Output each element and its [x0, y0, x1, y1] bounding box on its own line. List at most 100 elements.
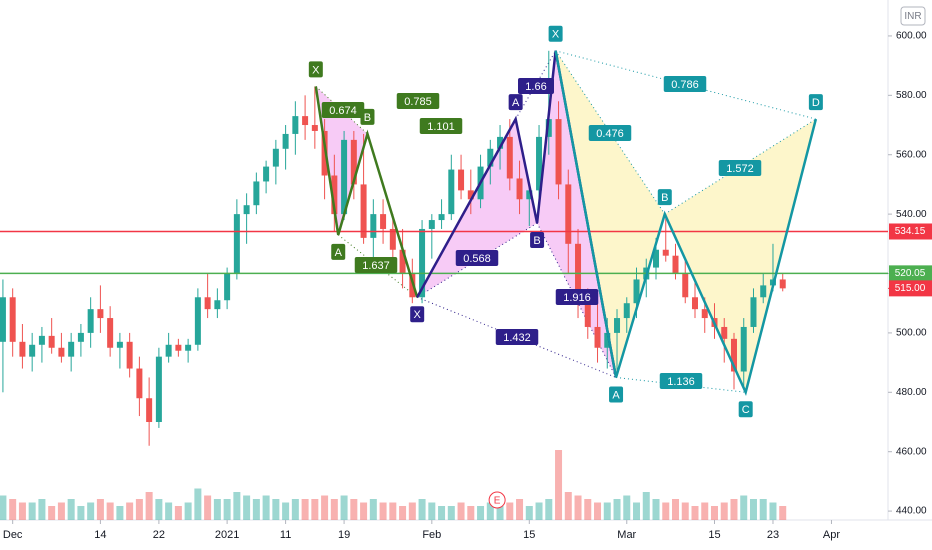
- point-box: [360, 108, 375, 125]
- candle-body: [555, 119, 562, 185]
- volume-bar: [584, 499, 592, 520]
- point-label: B: [661, 192, 668, 204]
- volume-bar: [769, 502, 777, 520]
- volume-bar: [555, 450, 563, 520]
- candle-body: [29, 344, 36, 357]
- candle-body: [691, 297, 698, 310]
- y-tick-label: 460.00: [896, 446, 927, 457]
- candle-body: [380, 214, 387, 229]
- volume-bar: [262, 495, 270, 520]
- volume-bar: [779, 506, 787, 520]
- ratio-label: 1.572: [726, 163, 754, 175]
- point-box: [508, 94, 523, 111]
- ratio-box: [396, 93, 440, 109]
- candle-body: [68, 341, 75, 357]
- candle-body: [633, 279, 640, 304]
- volume-bar: [408, 502, 416, 520]
- point-box: [808, 94, 823, 111]
- pattern-guide: [555, 50, 666, 215]
- pattern-guide: [555, 50, 816, 120]
- candle-body: [721, 326, 728, 339]
- ratio-box: [555, 289, 599, 305]
- volume-bar: [672, 499, 680, 520]
- volume-bar: [418, 499, 426, 520]
- pattern-fill: [664, 119, 816, 393]
- candle-body: [341, 139, 348, 215]
- candle-body: [604, 332, 611, 348]
- candle-body: [730, 338, 737, 372]
- pattern-guide: [536, 222, 617, 378]
- pattern-line: [554, 50, 818, 397]
- point-label: A: [335, 247, 343, 259]
- x-tick-label: 19: [338, 529, 350, 541]
- volume-bar: [379, 502, 387, 520]
- candle-body: [185, 344, 192, 351]
- volume-bar: [96, 499, 104, 520]
- candle-body: [136, 368, 143, 399]
- volume-bar: [38, 499, 46, 520]
- x-tick-label: Feb: [422, 529, 441, 541]
- level-label: 520.05: [895, 268, 926, 279]
- volume-bar: [613, 499, 621, 520]
- point-label: A: [512, 97, 520, 109]
- candle-body: [779, 279, 786, 289]
- candle-body: [370, 214, 377, 238]
- volume-bar: [321, 495, 329, 520]
- point-label: X: [312, 64, 320, 76]
- candle-body: [253, 181, 260, 206]
- candle-body: [565, 184, 572, 244]
- candle-body: [458, 169, 465, 191]
- point-label: B: [364, 112, 371, 124]
- ratio-label: 1.916: [563, 292, 591, 304]
- candle-body: [272, 148, 279, 167]
- volume-bar: [496, 506, 504, 520]
- ratio-box: [663, 76, 707, 92]
- y-tick-label: 600.00: [896, 31, 927, 42]
- candle-body: [331, 175, 338, 215]
- candle-body: [175, 344, 182, 351]
- point-label: X: [552, 29, 560, 41]
- volume-bar: [155, 499, 163, 520]
- candle-body: [58, 347, 65, 357]
- volume-bar: [330, 499, 338, 520]
- y-tick-label: 500.00: [896, 328, 927, 339]
- volume-bar: [467, 506, 475, 520]
- candle-body: [594, 326, 601, 348]
- volume-bar: [165, 502, 173, 520]
- candle-body: [0, 297, 6, 342]
- earnings-label: E: [494, 496, 501, 507]
- volume-bar: [399, 506, 407, 520]
- ratio-label: 0.568: [463, 253, 491, 265]
- candle-body: [614, 318, 621, 333]
- candle-body: [545, 119, 552, 137]
- point-box: [609, 386, 624, 403]
- point-label: X: [414, 309, 422, 321]
- volume-bar: [642, 492, 650, 520]
- candle-body: [740, 326, 747, 372]
- volume-bar: [759, 499, 767, 520]
- volume-bar: [477, 506, 485, 520]
- volume-bar: [116, 506, 124, 520]
- volume-bar: [681, 502, 689, 520]
- ratio-box: [495, 329, 539, 345]
- currency-box[interactable]: [900, 6, 926, 26]
- candle-body: [77, 332, 84, 342]
- candle-body: [224, 273, 231, 301]
- ratio-box: [518, 78, 554, 94]
- volume-bar: [545, 499, 553, 520]
- volume-bar: [701, 502, 709, 520]
- x-tick-label: 23: [767, 529, 779, 541]
- candle-body: [497, 136, 504, 149]
- ratio-label: 1.432: [503, 332, 531, 344]
- candle-body: [321, 130, 328, 176]
- candle-body: [584, 303, 591, 327]
- volume-bar: [174, 506, 182, 520]
- ratio-box: [419, 118, 463, 134]
- candle-body: [214, 300, 221, 310]
- x-tick-label: 15: [523, 529, 535, 541]
- ratio-label: 1.136: [667, 376, 695, 388]
- candle-body: [506, 136, 513, 179]
- volume-bar: [438, 506, 446, 520]
- volume-bar: [272, 499, 280, 520]
- volume-bar: [457, 502, 465, 520]
